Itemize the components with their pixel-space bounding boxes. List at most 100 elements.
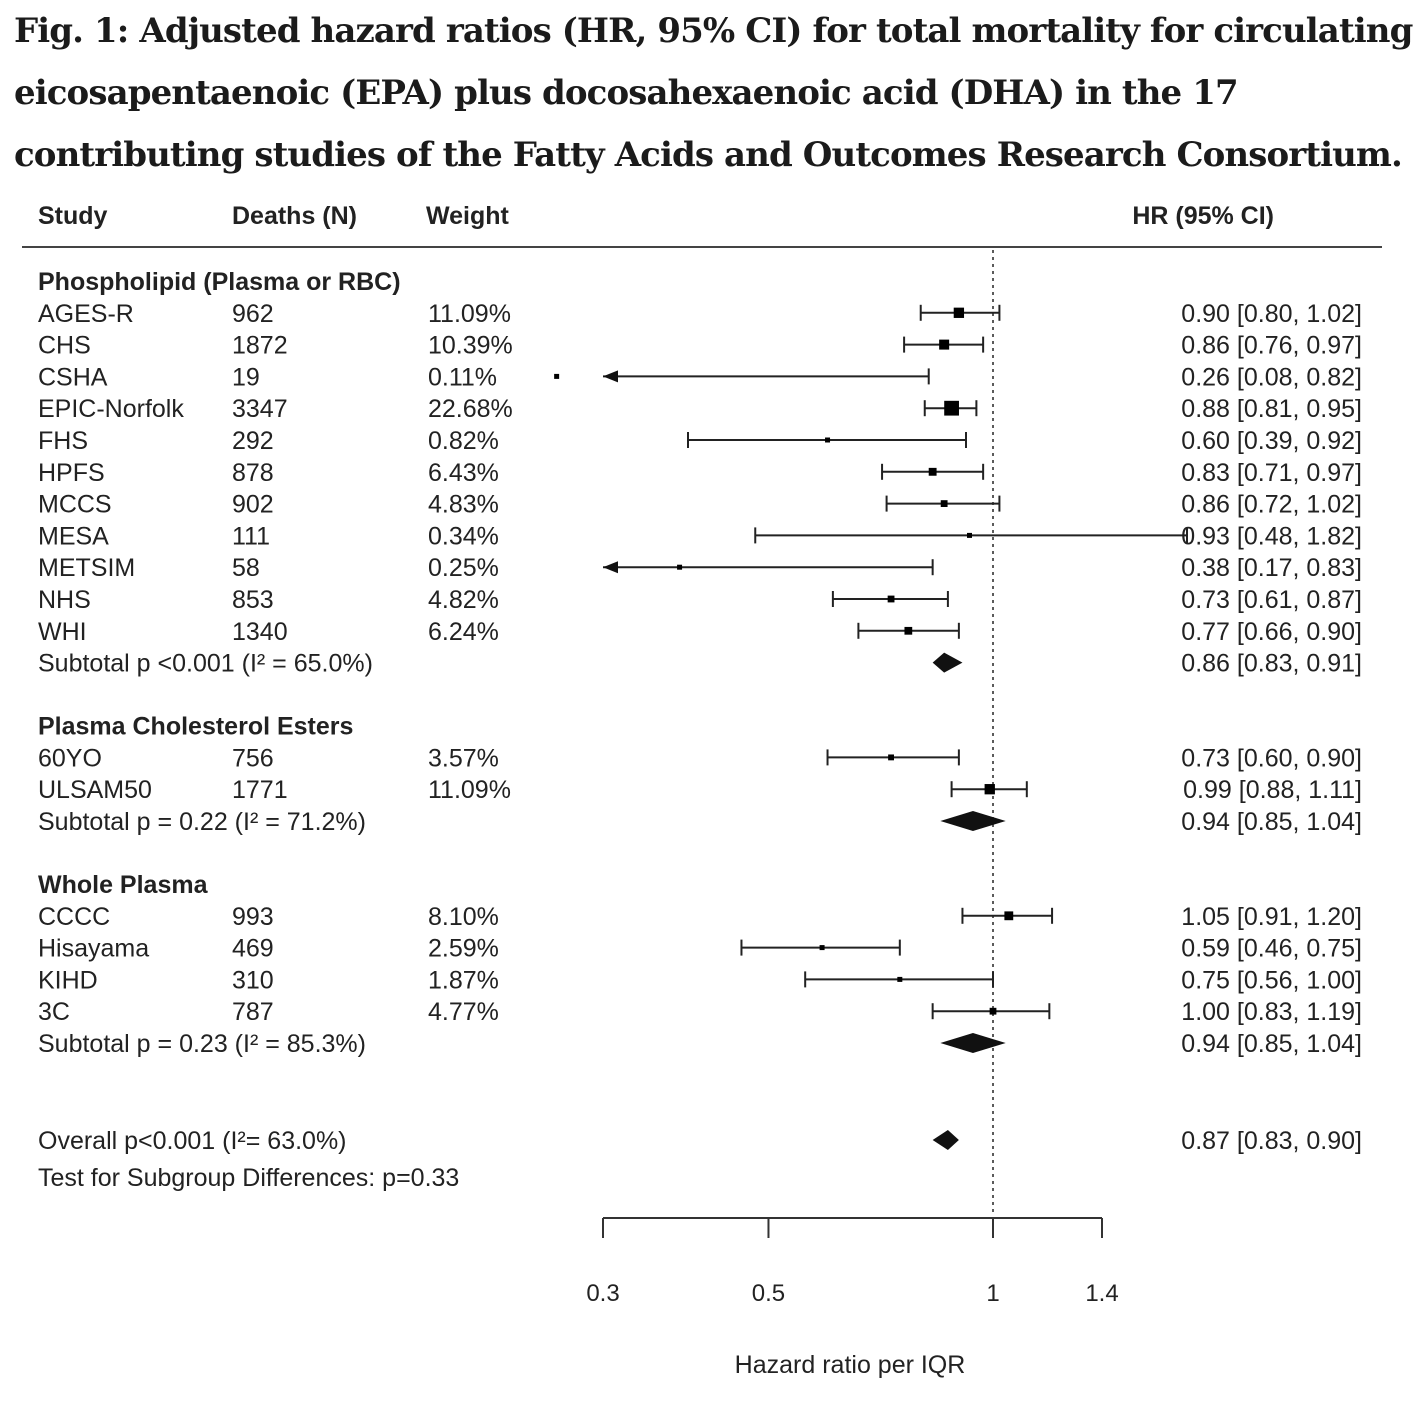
study-deaths: 962 [232, 300, 274, 328]
study-point-estimate [897, 976, 903, 982]
study-name: CCCC [38, 903, 110, 931]
x-tick-label: 0.5 [752, 1280, 785, 1307]
study-weight: 11.09% [428, 300, 511, 328]
study-point-estimate [888, 754, 894, 761]
study-hr-ci: 0.75 [0.56, 1.00] [1181, 966, 1362, 994]
study-point-estimate [1004, 911, 1014, 921]
column-header-study: Study [38, 202, 108, 230]
study-point-estimate [939, 339, 950, 350]
study-name: MCCS [38, 491, 112, 519]
x-tick-label: 0.3 [586, 1280, 619, 1307]
x-axis-label: Hazard ratio per IQR [735, 1351, 966, 1379]
subtotal-hr-ci: 0.86 [0.83, 0.91] [1181, 650, 1362, 678]
study-deaths: 310 [232, 966, 274, 994]
study-point-estimate [825, 437, 831, 443]
group-heading: Phospholipid (Plasma or RBC) [38, 268, 401, 296]
study-deaths: 756 [232, 744, 274, 772]
study-hr-ci: 0.93 [0.48, 1.82] [1181, 522, 1362, 550]
study-name: CHS [38, 332, 91, 360]
subtotal-label: Subtotal p = 0.22 (I² = 71.2%) [38, 808, 366, 836]
study-deaths: 469 [232, 935, 274, 963]
study-name: METSIM [38, 554, 135, 582]
study-deaths: 58 [232, 554, 260, 582]
study-name: Hisayama [38, 935, 149, 963]
x-axis: 0.3 0.5 1 1.4 Hazard ratio per IQR [586, 1217, 1119, 1379]
study-weight: 0.25% [428, 554, 499, 582]
study-hr-ci: 0.59 [0.46, 0.75] [1181, 935, 1362, 963]
study-weight: 11.09% [428, 776, 511, 804]
study-weight: 3.57% [428, 744, 499, 772]
study-weight: 1.87% [428, 966, 499, 994]
study-deaths: 1872 [232, 332, 288, 360]
study-name: MESA [38, 522, 109, 550]
study-deaths: 3347 [232, 395, 288, 423]
study-point-estimate [887, 595, 895, 603]
study-hr-ci: 0.86 [0.72, 1.02] [1181, 491, 1362, 519]
x-axis-ticks: 0.3 0.5 1 1.4 [586, 1218, 1119, 1307]
study-weight: 2.59% [428, 935, 499, 963]
study-point-estimate [677, 564, 683, 570]
study-weight: 0.11% [428, 363, 497, 391]
subtotal-label: Subtotal p = 0.23 (I² = 85.3%) [38, 1030, 366, 1058]
study-point-estimate [940, 500, 948, 508]
study-deaths: 19 [232, 363, 260, 391]
column-headers: Study Deaths (N) Weight HR (95% CI) [38, 202, 1274, 230]
group-heading: Plasma Cholesterol Esters [38, 713, 353, 741]
study-deaths: 111 [232, 522, 270, 550]
study-deaths: 1771 [232, 776, 288, 804]
study-csha-ci-arrow-left [603, 370, 618, 383]
subtotal-0-diamond [932, 652, 963, 673]
figure-caption: Fig. 1: Adjusted hazard ratios (HR, 95% … [14, 11, 1413, 175]
study-weight: 4.77% [428, 998, 499, 1026]
column-header-deaths: Deaths (N) [232, 202, 357, 230]
study-deaths: 878 [232, 459, 274, 487]
study-deaths: 787 [232, 998, 274, 1026]
study-rows: Phospholipid (Plasma or RBC) AGES-R 962 11.… [38, 268, 1362, 1192]
study-name: EPIC-Norfolk [38, 395, 184, 423]
study-point-estimate [984, 784, 995, 795]
study-name: HPFS [38, 459, 105, 487]
study-weight: 6.43% [428, 459, 499, 487]
subtotal-label: Subtotal p <0.001 (I² = 65.0%) [38, 650, 373, 678]
study-hr-ci: 1.00 [0.83, 1.19] [1181, 998, 1362, 1026]
study-name: FHS [38, 427, 88, 455]
study-weight: 0.34% [428, 522, 499, 550]
study-hr-ci: 0.60 [0.39, 0.92] [1181, 427, 1362, 455]
study-hr-ci: 0.38 [0.17, 0.83] [1181, 554, 1362, 582]
subtotal-1-diamond [940, 811, 1006, 831]
study-deaths: 853 [232, 586, 274, 614]
study-hr-ci: 0.83 [0.71, 0.97] [1181, 459, 1362, 487]
study-name: WHI [38, 618, 87, 646]
study-name: CSHA [38, 363, 108, 391]
study-point-estimate [966, 532, 972, 538]
study-deaths: 1340 [232, 618, 288, 646]
study-point-estimate [944, 400, 959, 416]
plot-marks [554, 304, 1188, 1150]
study-deaths: 993 [232, 903, 274, 931]
study-hr-ci: 0.26 [0.08, 0.82] [1181, 363, 1362, 391]
study-point-estimate [953, 307, 965, 318]
study-hr-ci: 0.73 [0.60, 0.90] [1181, 744, 1362, 772]
group-heading: Whole Plasma [38, 871, 209, 899]
study-weight: 22.68% [428, 395, 513, 423]
subtotal-hr-ci: 0.94 [0.85, 1.04] [1181, 1030, 1362, 1058]
study-deaths: 902 [232, 491, 274, 519]
subgroup-test-footnote: Test for Subgroup Differences: p=0.33 [38, 1164, 459, 1192]
study-weight: 8.10% [428, 903, 499, 931]
study-hr-ci: 0.90 [0.80, 1.02] [1181, 300, 1362, 328]
study-metsim-ci-arrow-left [603, 561, 618, 574]
study-name: 3C [38, 998, 70, 1026]
study-hr-ci: 0.86 [0.76, 0.97] [1181, 332, 1362, 360]
overall-hr-ci: 0.87 [0.83, 0.90] [1181, 1127, 1362, 1155]
study-point-estimate [819, 945, 825, 951]
study-point-estimate [928, 467, 937, 476]
study-name: AGES-R [38, 300, 134, 328]
study-point-estimate [904, 626, 913, 635]
study-weight: 0.82% [428, 427, 499, 455]
subtotal-hr-ci: 0.94 [0.85, 1.04] [1181, 808, 1362, 836]
column-header-hr: HR (95% CI) [1132, 202, 1274, 230]
study-hr-ci: 0.88 [0.81, 0.95] [1181, 395, 1362, 423]
study-weight: 10.39% [428, 332, 513, 360]
study-deaths: 292 [232, 427, 274, 455]
